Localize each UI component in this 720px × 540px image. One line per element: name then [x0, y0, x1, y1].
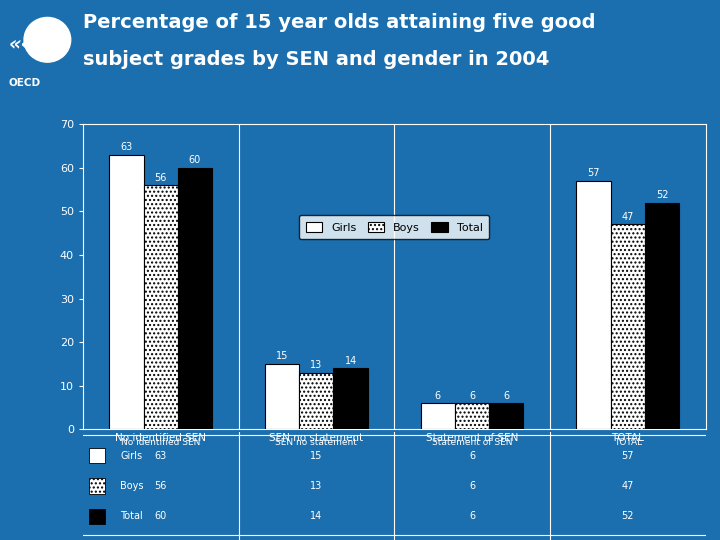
Legend: Girls, Boys, Total: Girls, Boys, Total [299, 215, 490, 239]
Text: 47: 47 [621, 212, 634, 222]
Text: OECD: OECD [9, 78, 41, 88]
Bar [420, 403, 455, 429]
Text: 15: 15 [310, 451, 323, 461]
Text: 47: 47 [621, 481, 634, 491]
Text: 6: 6 [435, 390, 441, 401]
Bar [333, 368, 368, 429]
Text: 14: 14 [310, 511, 323, 521]
Text: 15: 15 [276, 352, 288, 361]
Text: 6: 6 [469, 511, 475, 521]
Text: 60: 60 [155, 511, 167, 521]
Text: Statement of SEN: Statement of SEN [432, 438, 513, 447]
Bar [489, 403, 523, 429]
Bar [89, 509, 104, 524]
Bar [178, 168, 212, 429]
Text: 52: 52 [621, 511, 634, 521]
Bar [455, 403, 489, 429]
Text: 63: 63 [120, 142, 132, 152]
Text: 52: 52 [656, 190, 668, 200]
Text: Percentage of 15 year olds attaining five good: Percentage of 15 year olds attaining fiv… [83, 14, 595, 32]
Text: 13: 13 [310, 481, 323, 491]
Text: 13: 13 [310, 360, 323, 370]
Bar [109, 155, 143, 429]
Text: TOTAL: TOTAL [613, 438, 642, 447]
Circle shape [24, 17, 71, 62]
Text: 6: 6 [469, 451, 475, 461]
Bar [89, 448, 104, 463]
Bar [645, 202, 679, 429]
Text: 56: 56 [155, 481, 167, 491]
Text: 56: 56 [155, 173, 167, 183]
Bar [143, 185, 178, 429]
Text: Boys: Boys [120, 481, 144, 491]
Bar [265, 364, 300, 429]
Text: ««: «« [9, 35, 34, 53]
Text: 6: 6 [503, 390, 509, 401]
Bar [611, 225, 645, 429]
Bar [300, 373, 333, 429]
Text: Girls: Girls [120, 451, 143, 461]
Text: 60: 60 [189, 155, 201, 165]
Text: Total: Total [120, 511, 143, 521]
Text: 6: 6 [469, 481, 475, 491]
Text: No identified SEN: No identified SEN [121, 438, 200, 447]
Text: SEN no statement: SEN no statement [276, 438, 357, 447]
Text: 57: 57 [621, 451, 634, 461]
Text: subject grades by SEN and gender in 2004: subject grades by SEN and gender in 2004 [83, 50, 549, 69]
Bar [89, 478, 104, 494]
Text: 63: 63 [155, 451, 167, 461]
Text: 57: 57 [588, 168, 600, 178]
Text: 6: 6 [469, 390, 475, 401]
Text: 14: 14 [344, 356, 356, 366]
Bar [577, 181, 611, 429]
